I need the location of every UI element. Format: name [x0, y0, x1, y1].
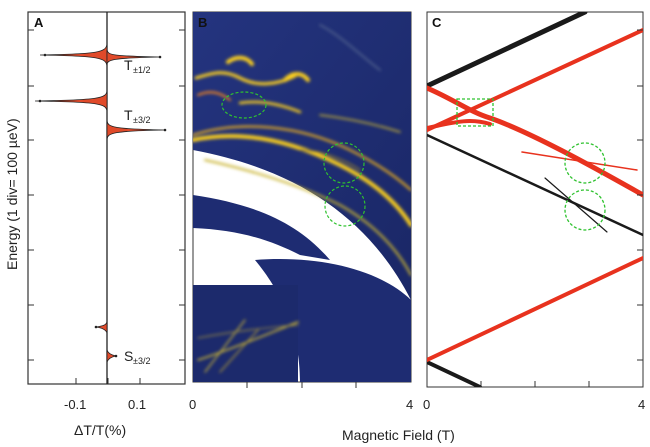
x-axis-label: Magnetic Field (T) [342, 427, 455, 443]
level-black-bottom [427, 360, 482, 387]
level-red-anticross [427, 85, 643, 198]
panel-c-xtick-4: 4 [638, 397, 645, 412]
panel-a-xtick-pos: 0.1 [128, 397, 146, 412]
panel-c-letter: C [432, 15, 442, 30]
level-red-top [427, 28, 643, 132]
panel-a-xticks [75, 378, 141, 384]
spectrum-peak-3 [34, 90, 108, 112]
level-black-mid [427, 133, 643, 237]
panel-c-ticks [480, 29, 643, 387]
panel-a-yticks [28, 29, 185, 361]
peak-sub-t12: ±1/2 [133, 65, 150, 75]
panel-c-markers [456, 98, 606, 231]
panel-b-letter: B [198, 15, 207, 30]
panel-c: C 0 4 [423, 11, 645, 412]
peak-sub-s32: ±3/2 [133, 356, 150, 366]
panel-b-xtick-0: 0 [189, 397, 196, 412]
panel-b-markers [221, 91, 366, 227]
spectrum-trace [34, 12, 167, 384]
colormap [193, 12, 411, 382]
panel-a-xtick-neg: -0.1 [64, 397, 86, 412]
level-red-lower [427, 119, 492, 130]
panel-b: B 0 4 [189, 11, 413, 412]
panel-c-frame [426, 11, 644, 388]
panel-a-xlabel: ΔT/T(%) [74, 422, 126, 438]
peak-label-s32: S [124, 348, 133, 364]
level-black-top [427, 12, 588, 89]
energy-levels [427, 12, 643, 387]
spectrum-peak-1 [39, 43, 108, 67]
panel-a-letter: A [34, 15, 44, 30]
y-axis-label: Energy (1 div= 100 µeV) [4, 118, 20, 270]
panel-b-xticks [246, 382, 357, 388]
peak-label-t32: T [124, 107, 133, 123]
peak-label-t12: T [124, 57, 133, 73]
level-red-bottom [427, 256, 643, 362]
peak-sub-t32: ±3/2 [133, 115, 150, 125]
panel-c-xtick-0: 0 [423, 397, 430, 412]
panel-a: A [27, 11, 186, 438]
level-black-short [544, 177, 608, 233]
panel-b-xtick-4: 4 [406, 397, 413, 412]
level-red-short [521, 151, 638, 171]
